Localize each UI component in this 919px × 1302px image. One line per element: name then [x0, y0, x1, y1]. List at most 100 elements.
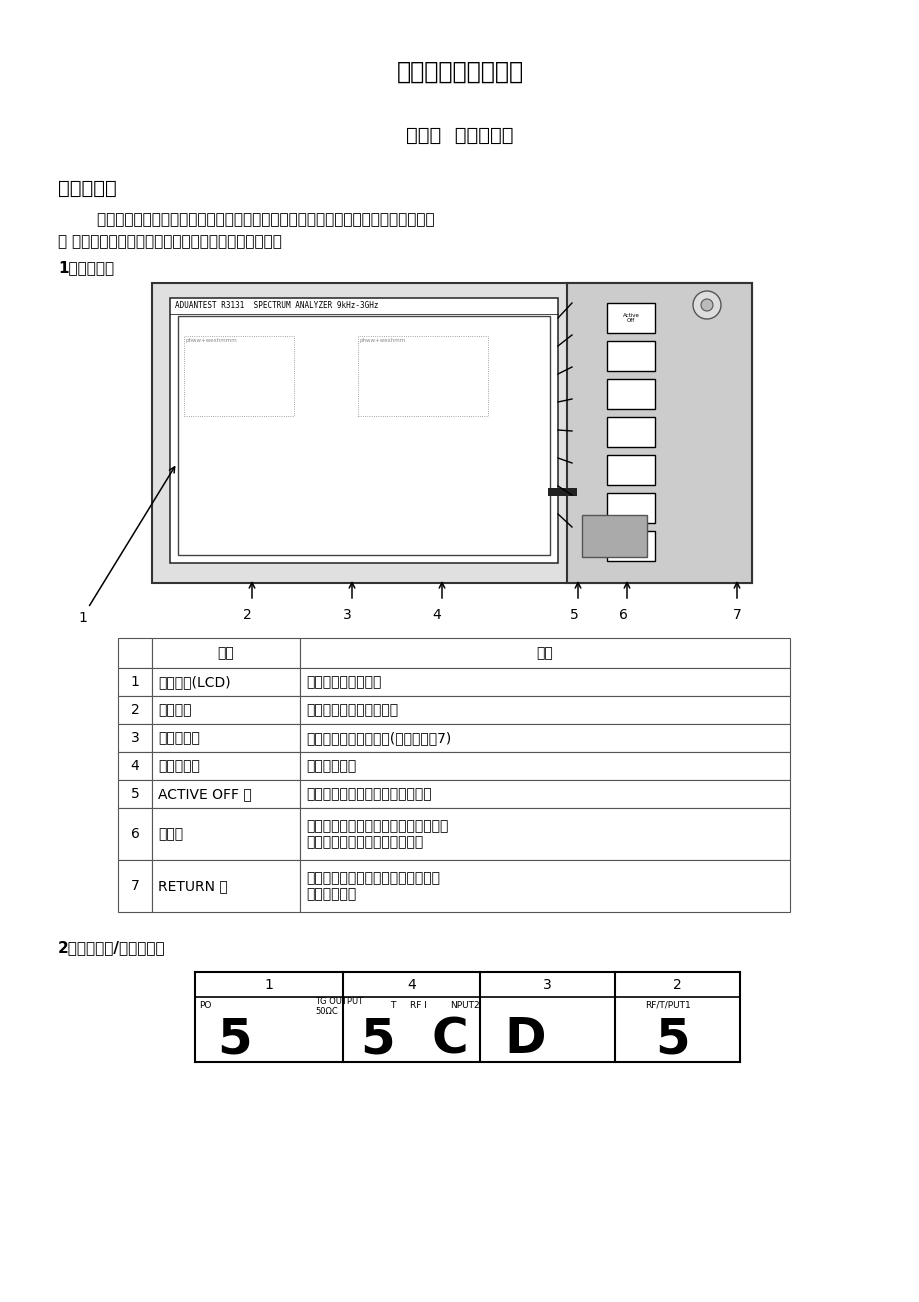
- Text: 50ΩC: 50ΩC: [314, 1006, 337, 1016]
- Bar: [152, 753, 300, 780]
- Text: 1: 1: [130, 674, 140, 689]
- Text: 4: 4: [130, 759, 139, 773]
- Circle shape: [700, 299, 712, 311]
- Text: 软菜单显示: 软菜单显示: [158, 730, 199, 745]
- Bar: [152, 780, 300, 809]
- Bar: [152, 724, 300, 753]
- Text: 5: 5: [130, 786, 139, 801]
- Bar: [566, 283, 751, 583]
- Text: 频 谱仪的前部面板看到，共分为九个部分，如下所述：: 频 谱仪的前部面板看到，共分为九个部分，如下所述：: [58, 234, 281, 250]
- Bar: [607, 341, 654, 371]
- Bar: [300, 638, 789, 668]
- Text: 七个键相应于显示在左边的软菜单；按: 七个键相应于显示在左边的软菜单；按: [306, 819, 448, 833]
- Bar: [152, 638, 300, 668]
- Text: RF/T/PUT1: RF/T/PUT1: [644, 1000, 690, 1009]
- Text: NPUT2: NPUT2: [449, 1000, 479, 1009]
- Bar: [118, 753, 152, 780]
- Text: 显示轨迹和测试数据: 显示轨迹和测试数据: [306, 674, 381, 689]
- Bar: [300, 809, 789, 861]
- Text: 7: 7: [732, 608, 741, 622]
- Bar: [300, 697, 789, 724]
- Text: 校准显示亮度: 校准显示亮度: [306, 759, 356, 773]
- Bar: [184, 336, 294, 417]
- Text: 液晶显示(LCD): 液晶显示(LCD): [158, 674, 231, 689]
- Text: 对比度控制: 对比度控制: [158, 759, 199, 773]
- Bar: [152, 668, 300, 697]
- Bar: [300, 780, 789, 809]
- Text: 7: 7: [130, 879, 139, 893]
- Text: 6: 6: [618, 608, 627, 622]
- Text: D: D: [504, 1016, 545, 1062]
- Text: 一个软按键选择相应的菜单项目: 一个软按键选择相应的菜单项目: [306, 835, 423, 849]
- Text: 控制: 控制: [218, 646, 234, 660]
- Text: 1、显示部分: 1、显示部分: [58, 260, 114, 276]
- Text: 3: 3: [542, 978, 551, 992]
- Bar: [118, 780, 152, 809]
- Bar: [607, 493, 654, 523]
- Text: 2: 2: [130, 703, 139, 717]
- Text: 4: 4: [407, 978, 415, 992]
- Text: 这部分包括前面控制板详细的视图、按键解释和显示在那些图片上的连接器，这可从: 这部分包括前面控制板详细的视图、按键解释和显示在那些图片上的连接器，这可从: [58, 212, 434, 228]
- Text: 活动区域: 活动区域: [158, 703, 191, 717]
- Text: 频谱分析仪操作指南: 频谱分析仪操作指南: [396, 60, 523, 85]
- Text: ACTIVE OFF 键: ACTIVE OFF 键: [158, 786, 252, 801]
- Text: RETURN 键: RETURN 键: [158, 879, 228, 893]
- Text: 显示输入数据和测试数据: 显示输入数据和测试数据: [306, 703, 398, 717]
- Bar: [118, 809, 152, 861]
- Text: 的上一级菜单: 的上一级菜单: [306, 887, 356, 901]
- Bar: [118, 638, 152, 668]
- Text: 5: 5: [569, 608, 578, 622]
- Text: 1: 1: [265, 978, 273, 992]
- Circle shape: [692, 292, 720, 319]
- Text: phww+wexhmm: phww+wexhmm: [359, 339, 406, 342]
- Text: T: T: [390, 1000, 395, 1009]
- Text: 关掉活动区域移开任何显示的信息: 关掉活动区域移开任何显示的信息: [306, 786, 431, 801]
- Bar: [118, 697, 152, 724]
- Text: 2: 2: [673, 978, 681, 992]
- Text: Active
Off: Active Off: [622, 312, 639, 323]
- Bar: [548, 488, 576, 496]
- Bar: [300, 668, 789, 697]
- Bar: [177, 316, 550, 555]
- Text: C: C: [431, 1016, 468, 1062]
- Bar: [118, 724, 152, 753]
- Bar: [607, 303, 654, 333]
- Text: 第一节  仪表板描述: 第一节 仪表板描述: [406, 125, 513, 145]
- Text: 描述: 描述: [536, 646, 552, 660]
- Text: 1: 1: [78, 611, 87, 625]
- Text: 用于返回屏幕显示到分级软菜单结构: 用于返回屏幕显示到分级软菜单结构: [306, 871, 439, 885]
- Bar: [607, 417, 654, 447]
- Text: 5: 5: [360, 1016, 395, 1062]
- Text: 3: 3: [342, 608, 351, 622]
- Text: 3: 3: [130, 730, 139, 745]
- Text: phww+wexhmmm: phww+wexhmmm: [186, 339, 237, 342]
- Bar: [170, 298, 558, 562]
- Text: 软按键: 软按键: [158, 827, 183, 841]
- Bar: [357, 336, 487, 417]
- Bar: [607, 531, 654, 561]
- Bar: [152, 283, 751, 583]
- Text: ADUANTEST R3131  SPECTRUM ANALYZER 9kHz-3GHz: ADUANTEST R3131 SPECTRUM ANALYZER 9kHz-3…: [175, 302, 378, 310]
- Text: 5: 5: [218, 1016, 252, 1062]
- Bar: [118, 668, 152, 697]
- Text: RF I: RF I: [410, 1000, 426, 1009]
- Text: 2、电源开关/连接器部份: 2、电源开关/连接器部份: [58, 940, 165, 956]
- Bar: [300, 861, 789, 911]
- Text: 一、前面板: 一、前面板: [58, 178, 117, 198]
- Text: 2: 2: [243, 608, 251, 622]
- Text: 4: 4: [432, 608, 441, 622]
- Bar: [300, 753, 789, 780]
- Bar: [152, 697, 300, 724]
- Text: 5: 5: [655, 1016, 689, 1062]
- Bar: [582, 516, 646, 557]
- Bar: [300, 724, 789, 753]
- Bar: [152, 861, 300, 911]
- Bar: [607, 379, 654, 409]
- Bar: [607, 454, 654, 486]
- Text: PO: PO: [199, 1000, 211, 1009]
- Text: TG OUTPUT: TG OUTPUT: [314, 997, 363, 1006]
- Bar: [118, 861, 152, 911]
- Bar: [152, 809, 300, 861]
- Text: 显示每个软按键的功能(同时一直到7): 显示每个软按键的功能(同时一直到7): [306, 730, 450, 745]
- Text: 6: 6: [130, 827, 140, 841]
